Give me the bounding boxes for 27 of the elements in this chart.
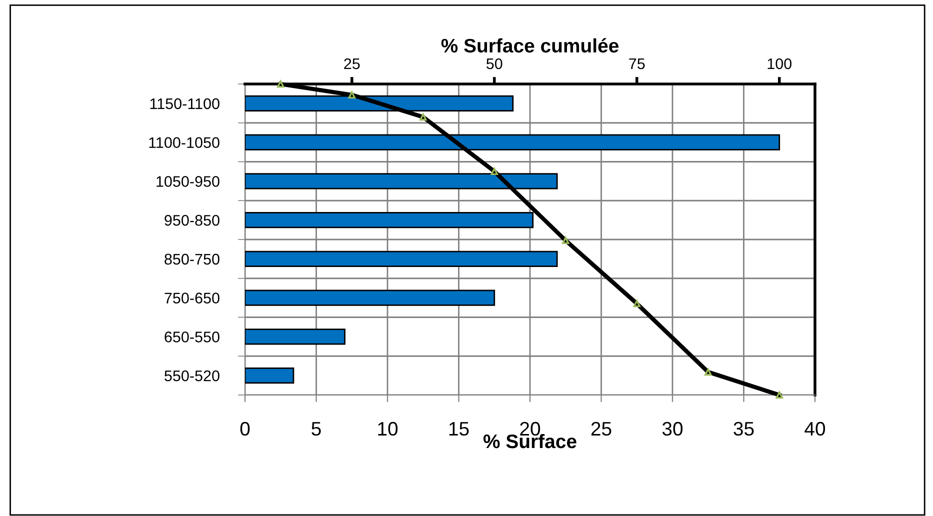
y-tick-label: 1100-1050 [149,137,220,148]
x-tick-label: 25 [591,422,612,436]
x-tick-label: 35 [734,422,754,436]
x-tick-label: 5 [312,422,321,436]
y-tick-label: 850-750 [164,254,220,265]
y-tick-label: 1150-1100 [150,98,220,110]
x-tick-label: 10 [378,422,398,436]
x-tick-label: 75 [629,58,645,70]
bar [245,290,496,306]
y-tick-label: 1050-950 [156,176,220,187]
y-tick-label: 650-550 [164,332,220,342]
x-tick-label: 25 [344,58,360,70]
y-tick-label: 750-650 [164,292,220,304]
bar [245,367,294,384]
y-tick-label: 950-850 [164,214,220,226]
bar [245,250,558,268]
x-tick-label: 100 [768,58,792,70]
x-tick-label: 0 [240,422,250,436]
x-tick-label: 20 [520,422,540,436]
x-tick-label: 50 [486,58,502,70]
x-tick-label: 40 [804,422,826,436]
x-tick-label: 30 [662,422,683,436]
x-axis-title: % Surface cumulée [441,38,618,53]
x-axis-title: % Surface [483,434,576,448]
bar [245,328,346,345]
x-tick-label: 15 [449,422,469,436]
y-tick-label: 550-520 [164,370,220,382]
